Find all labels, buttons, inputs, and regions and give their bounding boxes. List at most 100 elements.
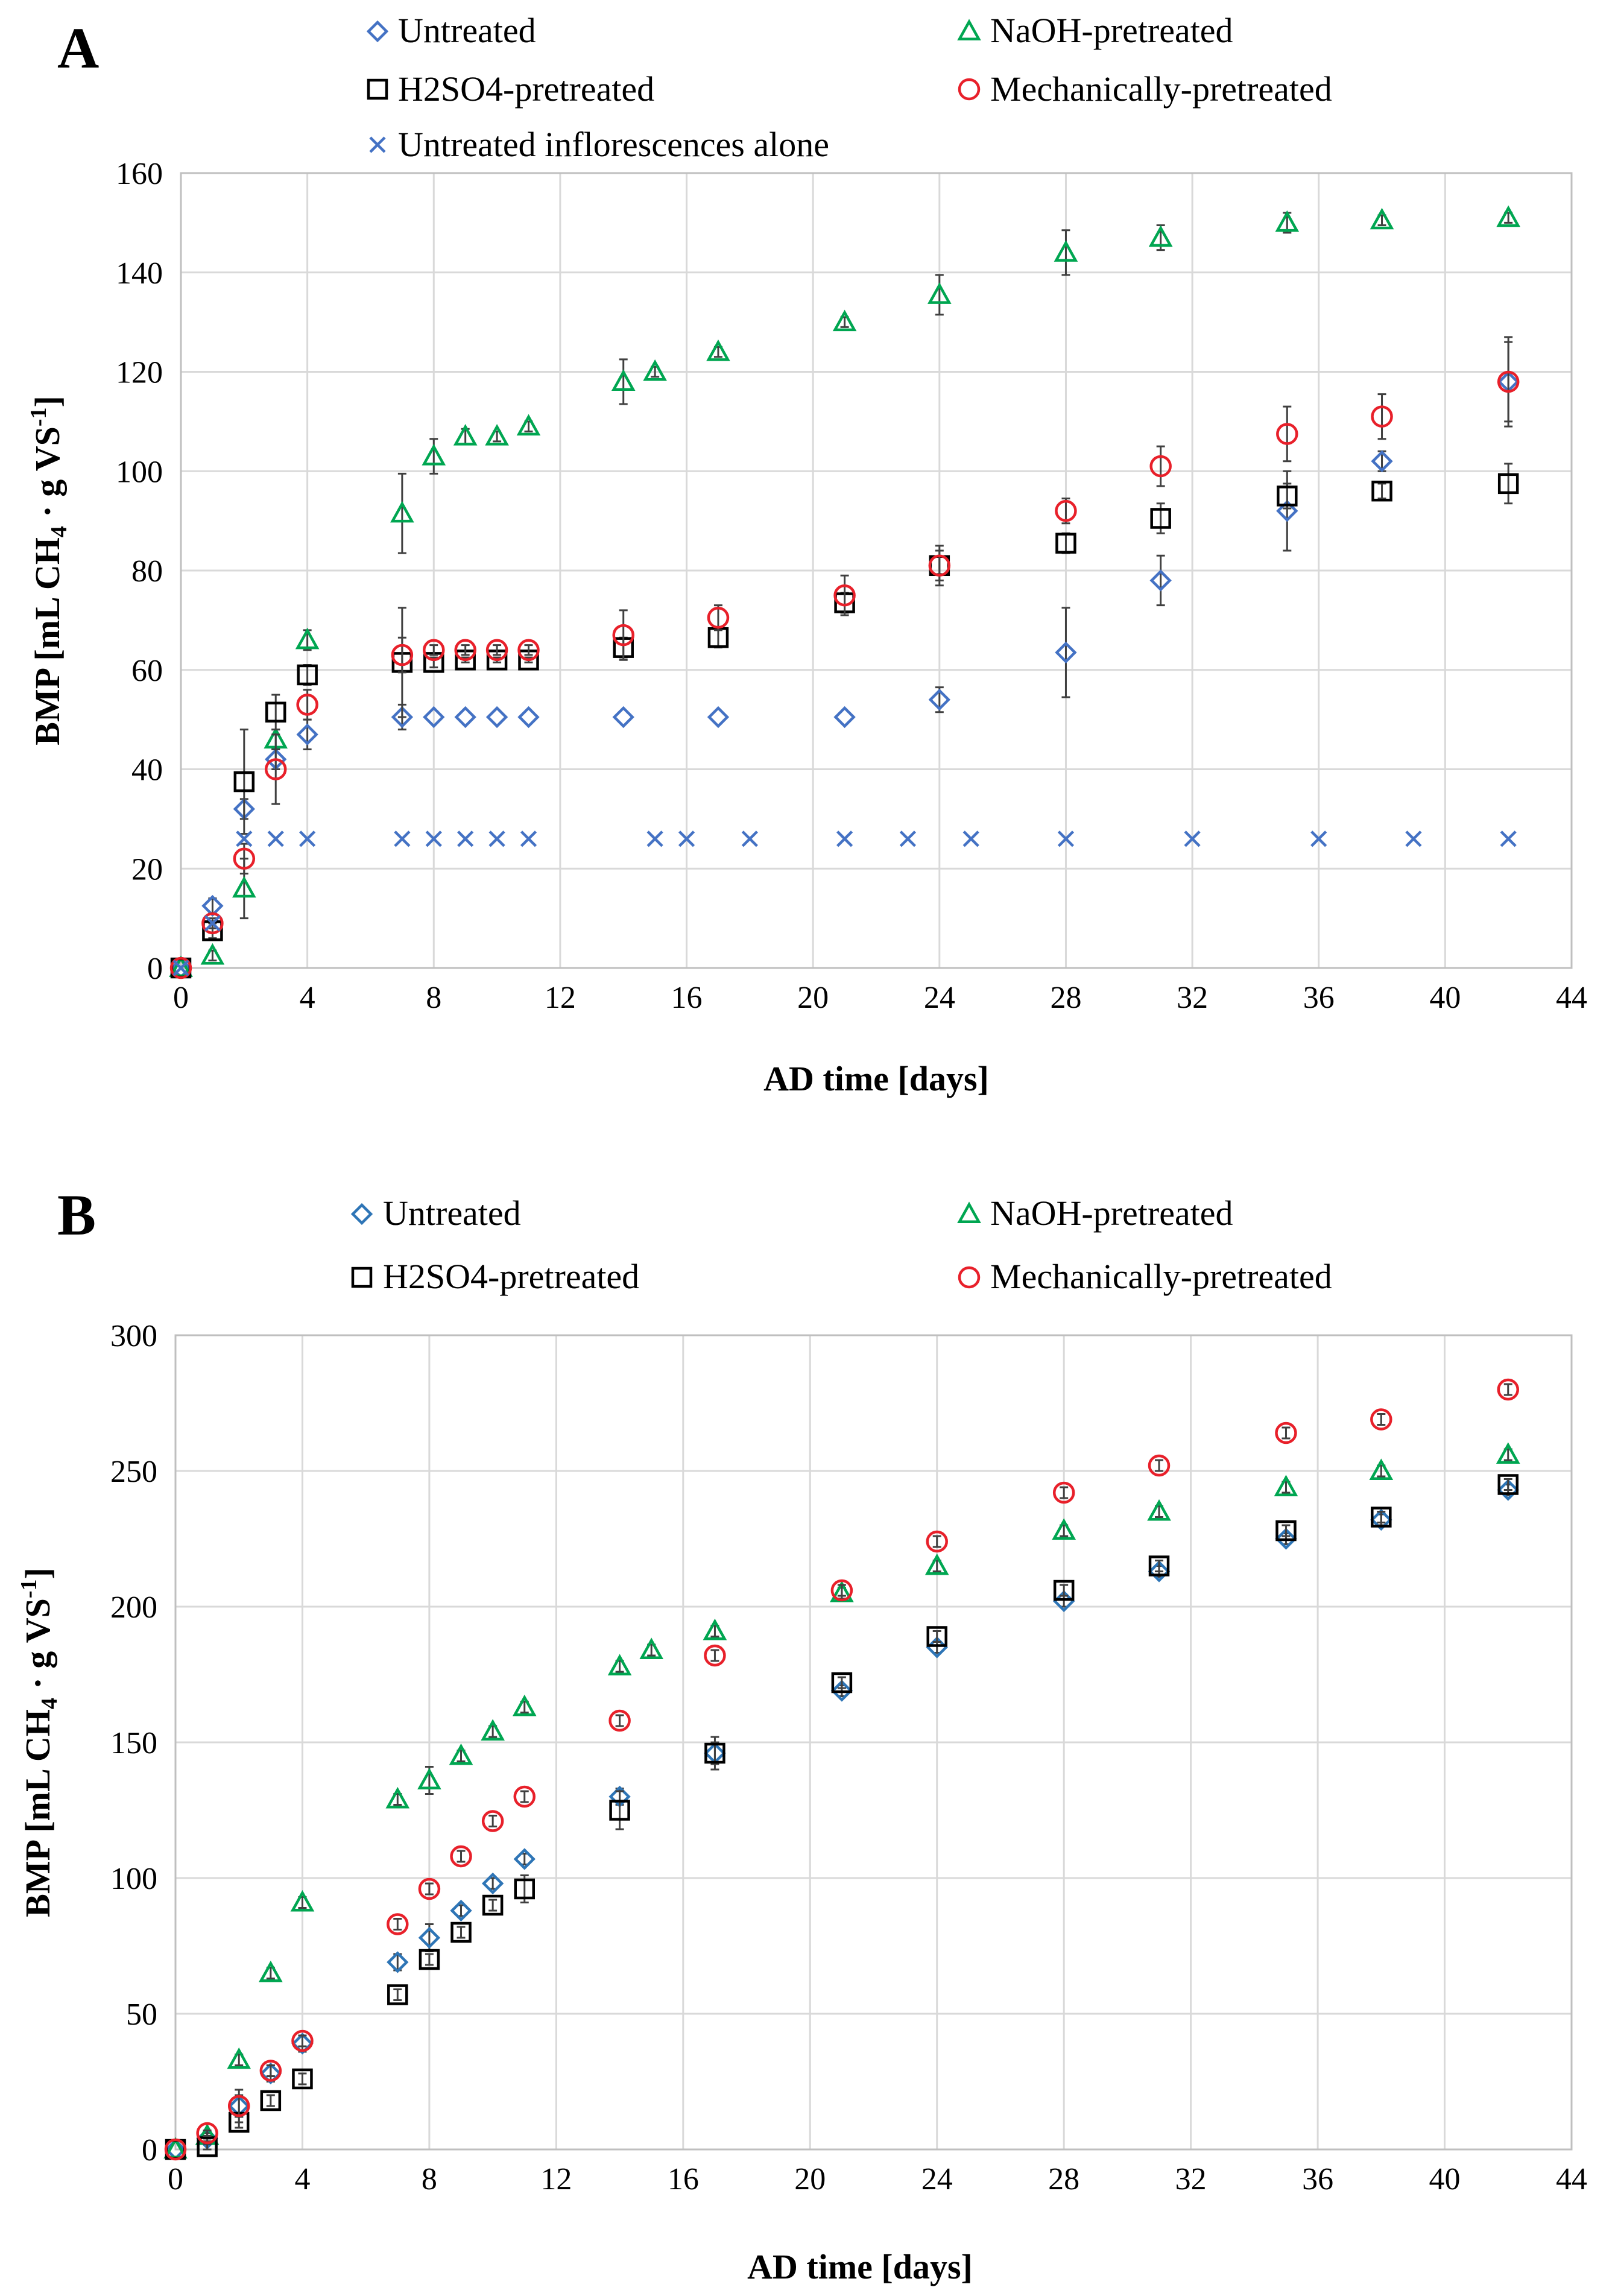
error-bar — [1060, 1595, 1069, 1608]
data-point-mechanically-pretreated — [1497, 370, 1520, 393]
data-point-untreated-inflorescences-alone — [172, 960, 189, 976]
data-point-naoh-pretreated — [1496, 205, 1521, 227]
legend-item-h2so4: H2SO4-pretreated — [367, 69, 654, 109]
y-tick-label: 160 — [116, 157, 163, 191]
data-point-untreated-inflorescences-alone — [425, 830, 442, 847]
data-point-naoh-pretreated — [1496, 1442, 1520, 1464]
y-tick-label: 120 — [116, 356, 163, 390]
y-axis-title-b-prefix: BMP [mL CH — [18, 1709, 57, 1917]
data-point-naoh-pretreated — [390, 501, 414, 523]
data-point-mechanically-pretreated — [291, 2029, 314, 2052]
x-tick-label: 36 — [1303, 981, 1335, 1015]
y-tick-label: 80 — [131, 554, 163, 589]
error-bar — [1156, 502, 1165, 534]
error-bar — [1156, 445, 1165, 487]
legend-marker-h2so4-shape — [367, 78, 388, 100]
error-bar — [1061, 532, 1070, 554]
data-point-mechanically-pretreated — [833, 584, 856, 607]
error-bar — [1155, 1459, 1164, 1472]
y-tick-label: 250 — [110, 1455, 157, 1489]
legend-item-h2so4-b: H2SO4-pretreated — [351, 1257, 639, 1296]
data-point-mechanically-pretreated — [391, 644, 414, 666]
error-bar — [1377, 1511, 1386, 1523]
y-tick-label: 200 — [110, 1590, 157, 1625]
error-bar — [397, 472, 406, 554]
data-point-naoh-pretreated — [481, 1719, 505, 1741]
error-bar — [520, 1853, 529, 1865]
legend-marker-naoh-b — [957, 1201, 981, 1224]
data-point-naoh-pretreated — [832, 309, 857, 332]
y-tick-label: 20 — [131, 852, 163, 887]
data-point-h2so4-pretreated — [197, 2136, 218, 2157]
data-point-untreated-inflorescences-alone — [299, 830, 316, 847]
x-tick-label: 8 — [426, 981, 441, 1015]
data-point-naoh-pretreated — [295, 627, 320, 650]
data-point-naoh-pretreated — [1147, 1499, 1171, 1521]
error-bar — [1283, 405, 1292, 463]
series-h2so4-pretreated — [170, 463, 1519, 979]
data-point-untreated — [1055, 641, 1077, 664]
series-untreated — [169, 341, 1520, 979]
series-naoh-pretreated — [163, 1442, 1520, 2159]
data-point-naoh-pretreated — [706, 339, 730, 361]
legend-marker-naoh — [957, 19, 981, 41]
series-naoh-pretreated — [169, 205, 1521, 978]
data-point-mechanically-pretreated — [707, 607, 730, 629]
data-point-untreated — [259, 2062, 282, 2085]
error-bar — [425, 1953, 434, 1966]
x-tick-label: 28 — [1048, 2162, 1079, 2196]
data-point-naoh-pretreated — [417, 1768, 441, 1790]
error-bar — [393, 1918, 402, 1931]
data-point-untreated-inflorescences-alone — [457, 830, 474, 847]
x-tick-label: 40 — [1429, 2162, 1461, 2196]
chart-panel-a: A Untreated NaOH-pretreated H2SO4-pretre… — [26, 11, 1587, 1098]
data-point-mechanically-pretreated — [513, 1785, 536, 1808]
error-bar — [425, 1882, 434, 1896]
error-bar — [203, 2143, 212, 2151]
data-point-naoh-pretreated — [924, 1553, 949, 1575]
x-tick-label: 28 — [1050, 981, 1081, 1015]
error-bar — [932, 1630, 941, 1643]
legend-marker-inflorescences-shape — [369, 136, 386, 153]
data-point-h2so4-pretreated — [1497, 1474, 1519, 1495]
error-bar — [1377, 1413, 1386, 1426]
data-point-mechanically-pretreated — [423, 639, 445, 662]
data-point-untreated-inflorescences-alone — [962, 830, 979, 847]
data-point-untreated — [517, 706, 540, 729]
error-bar — [1504, 463, 1513, 505]
legend-label-untreated: Untreated — [398, 11, 536, 50]
error-bar — [1503, 1478, 1512, 1491]
gridlines-a — [180, 172, 1573, 969]
data-point-h2so4-pretreated — [609, 1800, 630, 1821]
data-point-mechanically-pretreated — [259, 2060, 282, 2082]
data-point-untreated-inflorescences-alone — [488, 830, 505, 847]
legend-marker-naoh-shape — [957, 19, 981, 41]
data-point-h2so4-pretreated — [1277, 485, 1298, 507]
error-bar — [1281, 1524, 1291, 1537]
x-tick-label: 12 — [540, 2162, 572, 2196]
x-tick-label: 36 — [1302, 2162, 1333, 2196]
data-point-naoh-pretreated — [232, 876, 256, 898]
data-point-h2so4-pretreated — [260, 2090, 282, 2111]
data-point-mechanically-pretreated — [164, 2138, 187, 2161]
data-point-mechanically-pretreated — [1276, 423, 1298, 445]
data-points-a — [169, 205, 1521, 979]
y-tick-label: 140 — [116, 256, 163, 291]
error-bar — [1377, 482, 1386, 500]
data-point-untreated — [1497, 1479, 1519, 1501]
series-mechanically-pretreated — [169, 336, 1520, 979]
error-bar — [615, 1790, 624, 1830]
error-bar — [266, 2064, 275, 2077]
data-point-untreated-inflorescences-alone — [236, 830, 253, 847]
legend-marker-inflorescences — [369, 136, 386, 153]
error-bar — [1060, 1584, 1069, 1597]
x-tick-label: 12 — [545, 981, 576, 1015]
x-tick-label: 40 — [1429, 981, 1461, 1015]
data-point-untreated — [387, 1951, 409, 1973]
data-points-b — [163, 1378, 1520, 2161]
data-point-mechanically-pretreated — [517, 639, 540, 662]
legend-marker-mechanical — [958, 78, 981, 101]
legend-marker-mechanical-b-shape — [958, 1266, 981, 1289]
error-bar — [457, 1926, 466, 1939]
data-point-naoh-pretreated — [1054, 240, 1078, 262]
